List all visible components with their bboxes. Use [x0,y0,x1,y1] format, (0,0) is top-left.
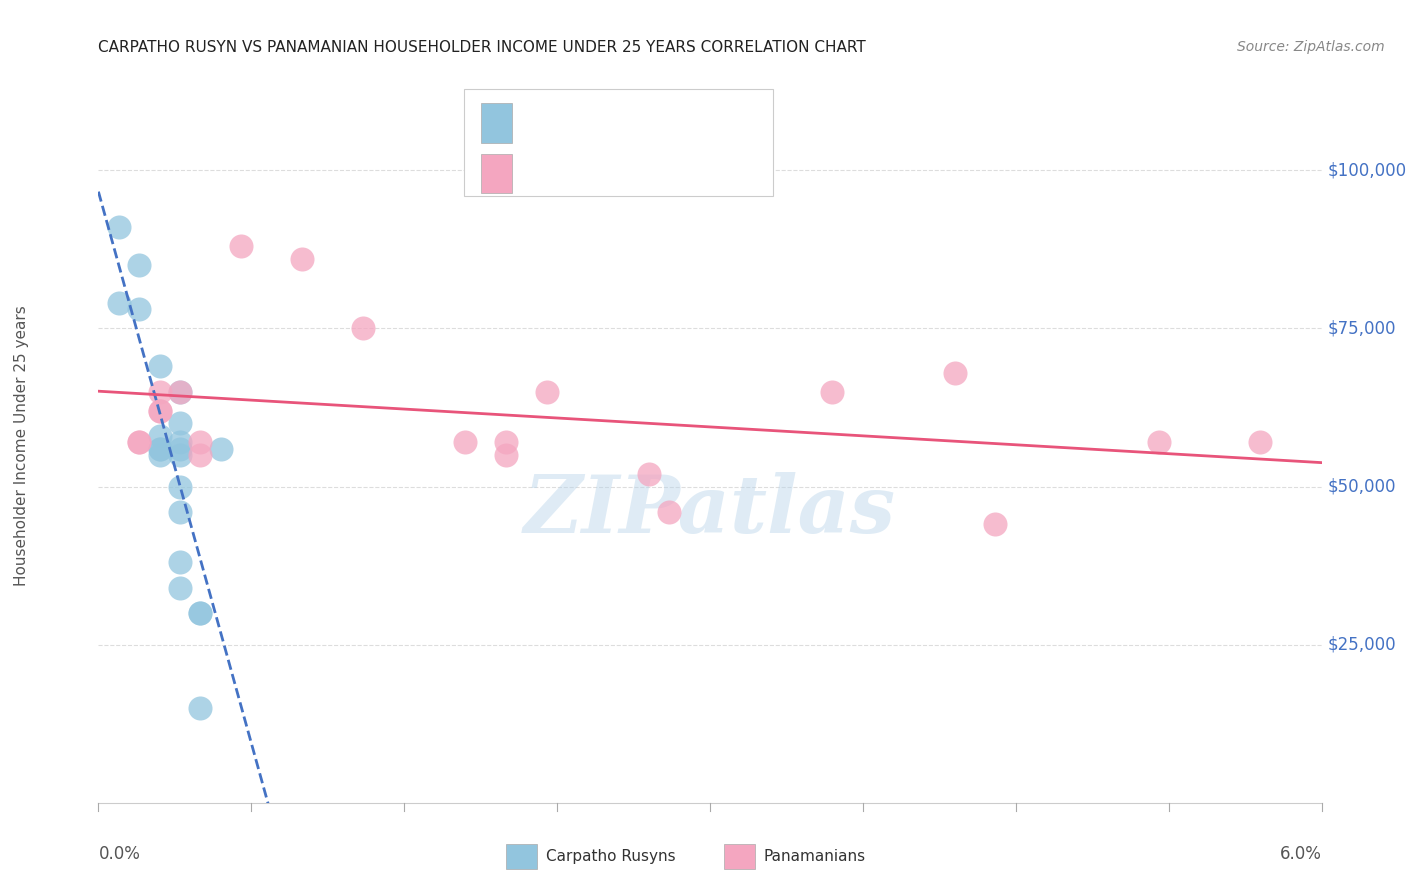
Point [169,384,191,399]
Point [169,435,191,450]
Point [169,417,191,431]
Point [149,442,172,456]
Point [149,359,172,374]
Point [291,252,314,266]
Point [984,517,1007,532]
Point [169,479,191,493]
Point [821,384,844,399]
Point [231,239,253,253]
Text: R = 0.068: R = 0.068 [523,164,621,182]
Point [454,435,477,450]
Point [1147,435,1170,450]
Point [149,442,172,456]
Text: N = 22: N = 22 [640,114,707,132]
Point [1249,435,1271,450]
Point [209,442,232,456]
Text: $75,000: $75,000 [1327,319,1396,337]
Text: 6.0%: 6.0% [1279,845,1322,863]
Text: $100,000: $100,000 [1327,161,1406,179]
Point [149,448,172,462]
Point [128,435,150,450]
Point [188,606,212,620]
Point [149,403,172,417]
Point [943,366,966,380]
Point [108,296,131,310]
Text: Householder Income Under 25 years: Householder Income Under 25 years [14,306,28,586]
Point [149,403,172,417]
Point [149,384,172,399]
Point [149,429,172,443]
Text: $25,000: $25,000 [1327,636,1396,654]
Text: CARPATHO RUSYN VS PANAMANIAN HOUSEHOLDER INCOME UNDER 25 YEARS CORRELATION CHART: CARPATHO RUSYN VS PANAMANIAN HOUSEHOLDER… [98,40,866,55]
Point [495,448,517,462]
Point [352,321,374,335]
Point [495,435,517,450]
Point [188,448,212,462]
Point [169,556,191,570]
Text: N = 22: N = 22 [640,164,707,182]
Point [128,258,150,272]
Point [188,701,212,715]
Point [658,505,681,519]
Point [188,435,212,450]
Point [169,448,191,462]
Point [188,606,212,620]
Text: Source: ZipAtlas.com: Source: ZipAtlas.com [1237,40,1385,54]
Text: ZIPatlas: ZIPatlas [524,472,896,549]
Point [128,302,150,317]
Point [169,442,191,456]
Point [169,384,191,399]
Text: $50,000: $50,000 [1327,477,1396,496]
Point [108,220,131,235]
Text: 0.0%: 0.0% [98,845,141,863]
Point [536,384,558,399]
Text: R = 0.023: R = 0.023 [523,114,621,132]
Point [169,581,191,595]
Text: Carpatho Rusyns: Carpatho Rusyns [546,849,675,863]
Point [169,505,191,519]
Point [128,435,150,450]
Text: Panamanians: Panamanians [763,849,866,863]
Point [637,467,661,481]
